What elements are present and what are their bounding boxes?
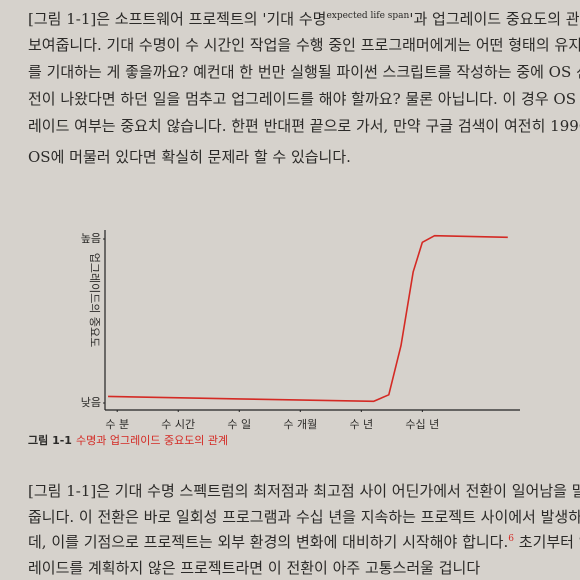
caption: 수명과 업그레이드 중요도의 관계: [76, 434, 228, 447]
text: '과 업그레이드 중요도의 관계를: [409, 10, 580, 28]
text-line: 를 기대하는 게 좋을까요? 예컨대 한 번만 실행될 파이썬 스크립트를 작성…: [28, 63, 580, 81]
y-axis-label: 업그레이드의 중요도: [88, 253, 101, 348]
y-tick-label: 낮음: [81, 396, 101, 409]
text: [그림 1-1]은 소프트웨어 프로젝트의 '기대 수명: [28, 10, 326, 28]
text-line: 레이드 여부는 중요치 않습니다. 한편 반대편 끝으로 가서, 만약 구글 검…: [28, 117, 580, 135]
text-line: 데, 이를 기점으로 프로젝트는 외부 환경의 변화에 대비하기 시작해야 합니…: [28, 533, 580, 551]
line: [108, 234, 508, 403]
text-line: 전이 나왔다면 하던 일을 멈추고 업그레이드를 해야 할까요? 물론 아닙니다…: [28, 90, 580, 108]
text-line: [그림 1-1]은 기대 수명 스펙트럼의 최저점과 최고점 사이 어딘가에서 …: [28, 482, 580, 500]
text-line: OS에 머물러 있다면 확실히 문제라 할 수 있습니다.: [28, 148, 351, 166]
text-line: 줍니다. 이 전환은 바로 일회성 프로그램과 수십 년을 지속하는 프로젝트 …: [28, 508, 580, 526]
x-tick-label: 수 분: [105, 418, 129, 431]
y-tick-label: 높음: [81, 232, 101, 245]
caption-label: 그림 1-1: [28, 434, 72, 447]
text-line: 레이드를 계획하지 않은 프로젝트라면 이 전환이 아주 고통스러울 겁니다: [28, 559, 480, 577]
x-tick-label: 수 시간: [161, 418, 195, 431]
x-tick-label: 수 일: [227, 417, 251, 431]
text: 초기부터 업그: [514, 533, 580, 551]
x-tick-label: 수 개월: [283, 418, 317, 431]
x-tick-label: 수 년: [349, 418, 373, 431]
superscript: expected life span: [326, 11, 409, 21]
footnote-ref: 6: [508, 534, 514, 544]
text: 데, 이를 기점으로 프로젝트는 외부 환경의 변화에 대비하기 시작해야 합니…: [28, 533, 508, 551]
text-line: 보여줍니다. 기대 수명이 수 시간인 작업을 수행 중인 프로그래머에게는 어…: [28, 36, 580, 54]
x-tick-label: 수십 년: [405, 418, 439, 431]
text-line: [그림 1-1]은 소프트웨어 프로젝트의 '기대 수명expected lif…: [28, 10, 580, 28]
